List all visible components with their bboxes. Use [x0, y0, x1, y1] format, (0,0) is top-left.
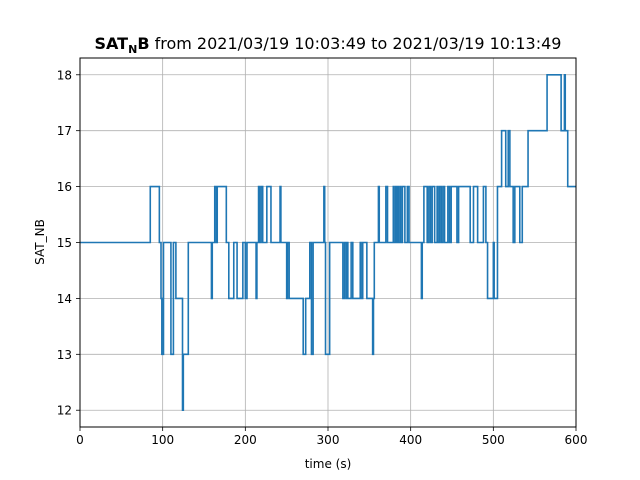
y-tick-label: 15 — [57, 236, 72, 250]
y-tick-label: 13 — [57, 348, 72, 362]
series-line — [80, 73, 576, 412]
chart-title-rest: from 2021/03/19 10:03:49 to 2021/03/19 1… — [150, 34, 562, 53]
x-axis-label: time (s) — [305, 457, 352, 471]
y-axis-label: SAT_NB — [33, 219, 47, 265]
y-tick-label: 14 — [57, 292, 72, 306]
x-tick-label: 100 — [151, 433, 174, 447]
series-group — [80, 73, 576, 412]
x-axis-ticks: 0 100 200 300 400 500 600 — [76, 427, 587, 447]
x-tick-label: 400 — [399, 433, 422, 447]
x-tick-label: 600 — [565, 433, 588, 447]
y-axis-ticks: 12 13 14 15 16 17 18 — [57, 68, 80, 418]
chart-title: SATNB from 2021/03/19 10:03:49 to 2021/0… — [95, 34, 562, 56]
x-tick-label: 300 — [317, 433, 340, 447]
y-tick-label: 16 — [57, 180, 72, 194]
y-tick-label: 12 — [57, 404, 72, 418]
chart-title-sub: N — [128, 43, 137, 56]
x-tick-label: 0 — [76, 433, 84, 447]
y-tick-label: 18 — [57, 68, 72, 82]
chart-title-main: SAT — [95, 34, 129, 53]
x-tick-label: 200 — [234, 433, 257, 447]
x-tick-label: 500 — [482, 433, 505, 447]
y-tick-label: 17 — [57, 124, 72, 138]
chart-title-tail: B — [137, 34, 149, 53]
